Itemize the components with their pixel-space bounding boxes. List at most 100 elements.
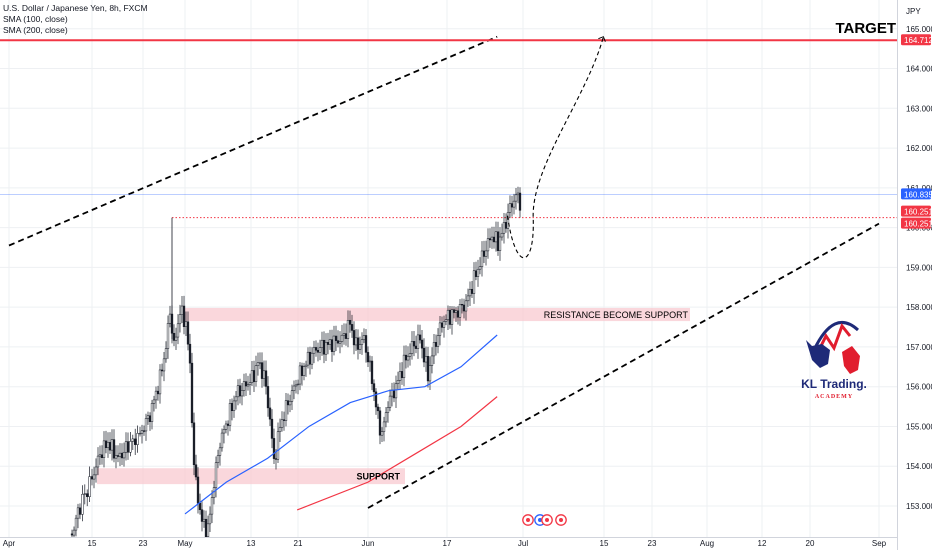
- candle: [378, 406, 382, 445]
- candle: [434, 334, 438, 356]
- resistance-zone: [183, 307, 690, 322]
- candle-body: [440, 322, 444, 328]
- candle: [356, 329, 360, 360]
- candle-body: [312, 347, 316, 354]
- candle: [486, 228, 490, 259]
- event-icons: [522, 514, 567, 526]
- candle-body: [334, 335, 338, 341]
- candle: [114, 445, 118, 469]
- candle-body: [330, 339, 334, 352]
- candle-body: [414, 345, 418, 349]
- candle-body: [102, 440, 106, 458]
- logo-arc: [812, 320, 860, 351]
- candle-body: [438, 322, 442, 336]
- candle-body: [182, 305, 186, 327]
- candle-body: [352, 330, 356, 346]
- candle-body: [214, 462, 218, 488]
- candle: [442, 315, 446, 338]
- candle: [186, 311, 190, 351]
- candle-body: [286, 400, 290, 406]
- candle: [83, 484, 86, 505]
- candle-body: [480, 250, 484, 267]
- candle: [460, 298, 464, 314]
- candle: [236, 379, 240, 406]
- candle: [322, 331, 326, 364]
- candle: [258, 352, 262, 370]
- candle: [428, 356, 432, 391]
- candle: [506, 203, 510, 239]
- candle: [310, 347, 314, 370]
- candle-body: [220, 432, 224, 449]
- candle: [232, 395, 236, 418]
- candle-body: [456, 310, 460, 318]
- candle: [400, 362, 404, 385]
- candle: [510, 195, 514, 217]
- candle: [92, 466, 96, 489]
- candle: [154, 386, 158, 409]
- sma100-legend[interactable]: SMA (100, close): [3, 14, 68, 24]
- candle: [344, 323, 348, 346]
- candle: [260, 352, 264, 388]
- candle-body: [322, 339, 326, 355]
- candle-body: [368, 360, 372, 363]
- candle-body: [466, 295, 470, 302]
- candle-body: [328, 339, 332, 345]
- candle-body: [116, 455, 120, 457]
- candle: [148, 412, 152, 431]
- candle: [144, 413, 148, 441]
- candle: [140, 424, 144, 444]
- candle-body: [110, 439, 114, 451]
- sma100-line: [184, 334, 498, 515]
- candle-body: [156, 390, 160, 395]
- candle: [382, 416, 386, 442]
- candle-body: [496, 231, 500, 251]
- candle: [352, 321, 356, 355]
- projection-path: [506, 36, 604, 259]
- candle: [286, 393, 290, 415]
- candle: [496, 221, 500, 256]
- candle-body: [306, 351, 310, 366]
- candle-body: [476, 268, 480, 277]
- candle-body: [388, 395, 392, 408]
- candle: [388, 389, 392, 412]
- sma200-legend[interactable]: SMA (200, close): [3, 25, 68, 35]
- candle-body: [422, 347, 426, 363]
- symbol-title[interactable]: U.S. Dollar / Japanese Yen, 8h, FXCM: [3, 3, 148, 13]
- candle: [476, 259, 480, 287]
- candle: [350, 314, 354, 338]
- candle: [424, 346, 428, 372]
- candle: [238, 378, 242, 404]
- candle-body: [83, 493, 86, 495]
- support-zone: [97, 468, 405, 485]
- candle-body: [392, 389, 396, 399]
- sma200-line: [296, 396, 498, 511]
- candle-body: [294, 384, 298, 387]
- x-tick-label: 17: [443, 539, 452, 548]
- candle-body: [320, 339, 324, 348]
- candle: [430, 347, 434, 374]
- candle-body: [142, 430, 146, 432]
- candle: [164, 341, 168, 363]
- candle-body: [360, 339, 364, 345]
- candle: [384, 406, 388, 428]
- candle-body: [410, 341, 414, 354]
- x-tick-label: 15: [600, 539, 609, 548]
- y-tick-label: 157.000: [906, 343, 932, 352]
- candle: [376, 403, 380, 419]
- candle-body: [90, 476, 94, 480]
- candle: [246, 375, 250, 391]
- x-tick-label: Aug: [700, 539, 714, 548]
- candle: [190, 352, 194, 428]
- candle: [150, 399, 154, 430]
- candle-body: [186, 321, 190, 345]
- candle-body: [398, 371, 402, 381]
- candle-body: [436, 335, 440, 347]
- candle: [480, 241, 484, 277]
- candle: [518, 187, 522, 218]
- candle-body: [366, 352, 370, 363]
- candle-body: [450, 309, 454, 325]
- candle: [450, 306, 454, 335]
- candle-body: [264, 370, 268, 387]
- candle: [172, 324, 176, 347]
